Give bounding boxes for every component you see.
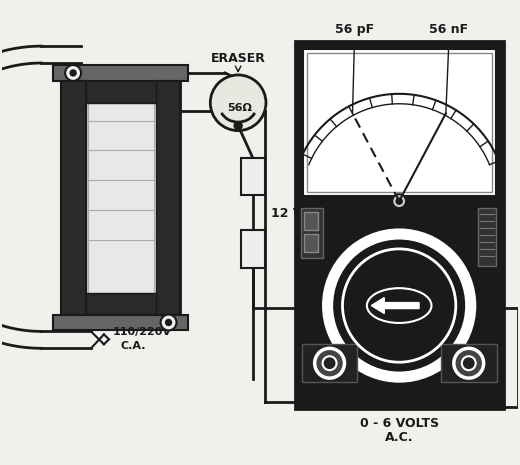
Bar: [302, 344, 357, 382]
Text: 56Ω: 56Ω: [228, 103, 253, 113]
Text: A.C.: A.C.: [385, 431, 413, 444]
Bar: [304, 212, 318, 230]
Bar: [478, 208, 496, 266]
Circle shape: [65, 65, 81, 81]
Bar: [86, 292, 155, 314]
Bar: [53, 314, 188, 331]
Bar: [53, 65, 188, 81]
Bar: [441, 344, 497, 382]
Circle shape: [462, 356, 476, 370]
Circle shape: [343, 249, 456, 362]
Polygon shape: [371, 298, 419, 313]
Bar: [241, 159, 265, 195]
Circle shape: [392, 194, 406, 208]
Text: C.A.: C.A.: [121, 341, 146, 352]
Bar: [301, 208, 322, 258]
Text: 110/220V: 110/220V: [113, 327, 172, 338]
Bar: [304, 234, 318, 252]
Circle shape: [210, 75, 266, 131]
Bar: [86, 81, 155, 103]
Bar: [307, 53, 491, 192]
Bar: [61, 81, 180, 314]
Circle shape: [165, 319, 172, 326]
Bar: [86, 103, 155, 292]
Circle shape: [454, 348, 484, 378]
Bar: [295, 41, 503, 409]
Circle shape: [328, 234, 471, 377]
Bar: [155, 81, 180, 314]
Circle shape: [234, 122, 242, 130]
Text: 0 - 6 VOLTS: 0 - 6 VOLTS: [360, 417, 439, 430]
Bar: [303, 49, 496, 196]
Text: ERASER: ERASER: [211, 52, 266, 65]
Bar: [241, 230, 265, 268]
Circle shape: [396, 198, 402, 204]
Text: 56 nF: 56 nF: [430, 23, 469, 36]
Circle shape: [70, 70, 76, 76]
Circle shape: [161, 314, 176, 331]
Circle shape: [322, 356, 336, 370]
Circle shape: [315, 348, 344, 378]
Bar: [61, 81, 86, 314]
Bar: [86, 103, 155, 292]
Text: 56 pF: 56 pF: [335, 23, 374, 36]
Text: 12 V: 12 V: [271, 206, 303, 219]
